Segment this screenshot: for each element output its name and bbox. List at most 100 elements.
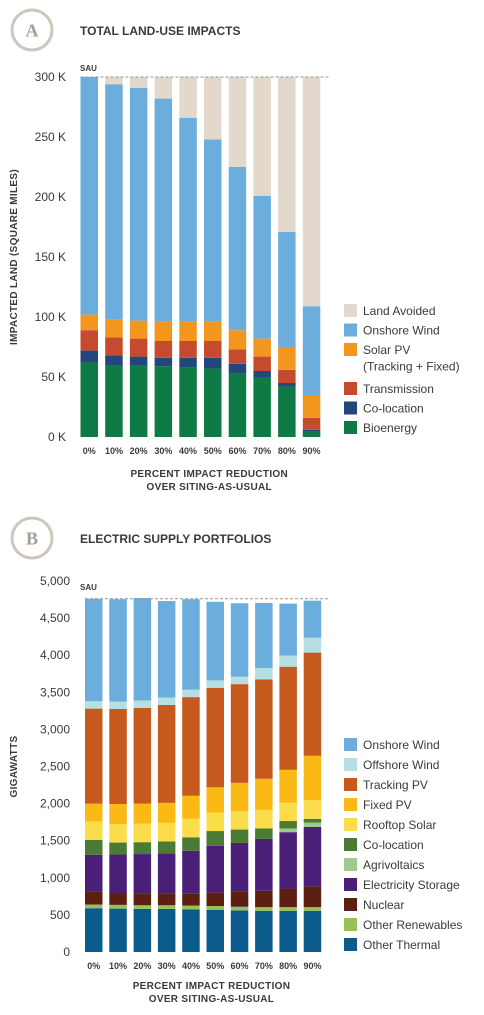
bar-segment-offshore-wind xyxy=(85,701,103,709)
bar-segment-tracking-pv xyxy=(109,708,127,804)
x-axis-title: PERCENT IMPACT REDUCTION xyxy=(133,981,291,992)
bar-segment-co-location xyxy=(279,821,297,829)
bar-segment-other-renewables xyxy=(85,904,103,909)
bar-segment-offshore-wind xyxy=(279,655,297,667)
x-tick-label: 80% xyxy=(278,446,296,456)
x-tick-label: 90% xyxy=(303,961,321,971)
bar-segment-other-thermal xyxy=(255,910,273,952)
x-tick-label: 60% xyxy=(231,961,249,971)
bar-segment-bioenergy xyxy=(253,377,271,437)
y-tick-label: 300 K xyxy=(35,70,66,84)
bar-segment-other-thermal xyxy=(133,908,152,952)
bar-segment-land-avoided xyxy=(105,77,123,85)
bar-segment-fixed-pv xyxy=(255,778,273,810)
bar-segment-other-renewables xyxy=(255,907,273,911)
legend-swatch-onshore-wind xyxy=(344,323,357,337)
bar-segment-electricity-storage xyxy=(85,854,103,892)
x-axis-title: OVER SITING-AS-USUAL xyxy=(149,994,274,1005)
bar-segment-fixed-pv xyxy=(157,802,176,823)
legend-label: Transmission xyxy=(363,382,434,396)
bar-segment-onshore-wind xyxy=(230,603,249,677)
bar-segment-onshore-wind xyxy=(206,601,224,681)
bar-segment-co-location xyxy=(206,831,224,846)
bar-segment-onshore-wind xyxy=(279,603,297,656)
bar-segment-electricity-storage xyxy=(279,832,297,889)
legend-label: Solar PV xyxy=(363,343,410,357)
bar-segment-fixed-pv xyxy=(279,769,297,803)
y-tick-label: 150 K xyxy=(35,250,66,264)
bar-segment-electricity-storage xyxy=(230,842,249,892)
panel-a-header: A TOTAL LAND-USE IMPACTS xyxy=(10,8,240,52)
x-tick-label: 30% xyxy=(154,446,172,456)
bar-segment-land-avoided xyxy=(129,77,148,88)
bar-segment-fixed-pv xyxy=(206,787,224,813)
bar-segment-onshore-wind xyxy=(253,195,271,339)
y-tick-label: 5,000 xyxy=(40,574,70,588)
bar-segment-transmission xyxy=(302,417,321,430)
legend-label: Rooftop Solar xyxy=(363,818,436,832)
x-tick-label: 40% xyxy=(179,446,197,456)
legend-label: Co-location xyxy=(363,838,424,852)
bar-segment-co-location xyxy=(302,429,321,431)
legend-swatch-electricity-storage xyxy=(344,878,357,891)
sau-label: SAU xyxy=(80,583,97,592)
bar-segment-rooftop-solar xyxy=(255,809,273,829)
y-tick-label: 4,000 xyxy=(40,648,70,662)
panel-b-badge xyxy=(10,516,54,560)
bar-segment-bioenergy xyxy=(302,431,321,437)
bar-segment-nuclear xyxy=(206,892,224,906)
legend-swatch-rooftop-solar xyxy=(344,818,357,831)
bar-segment-agrivoltaics xyxy=(279,828,297,833)
bar-segment-onshore-wind xyxy=(154,98,173,322)
bar-segment-solar-pv xyxy=(129,320,148,339)
bar-segment-solar-pv xyxy=(253,338,271,357)
bar-segment-transmission xyxy=(204,341,222,358)
bar-segment-transmission xyxy=(154,341,173,358)
legend-label: Land Avoided xyxy=(363,304,436,318)
chart-panel-b: 0 500 1,000 1,500 2,000 2,500 3,000 3,500 4,000 4… xyxy=(9,574,462,1005)
chart-panel-a: 0 K 50 K 100 K 150 K 200 K 250 K 300 K IMPACTED… xyxy=(9,64,460,493)
bar-segment-onshore-wind xyxy=(85,598,103,702)
bar-segment-bioenergy xyxy=(278,386,296,437)
bar-segment-onshore-wind xyxy=(302,306,321,395)
bar-segment-co-location xyxy=(255,828,273,839)
bar-segment-nuclear xyxy=(255,890,273,908)
bar-segment-electricity-storage xyxy=(182,850,200,894)
bar-segment-other-renewables xyxy=(157,905,176,909)
bar-segment-nuclear xyxy=(133,893,152,906)
x-axis-title: PERCENT IMPACT REDUCTION xyxy=(130,469,288,480)
bar-segment-tracking-pv xyxy=(230,684,249,783)
legend-label: Other Thermal xyxy=(363,938,440,952)
bar-segment-transmission xyxy=(228,349,247,364)
y-tick-label: 0 K xyxy=(48,430,66,444)
bar-segment-other-thermal xyxy=(230,910,249,952)
bar-segment-other-thermal xyxy=(157,908,176,952)
bar-segment-onshore-wind xyxy=(255,602,273,669)
bar-segment-electricity-storage xyxy=(109,854,127,894)
y-tick-label: 100 K xyxy=(35,310,66,324)
bar-segment-rooftop-solar xyxy=(109,824,127,843)
x-tick-label: 80% xyxy=(279,961,297,971)
legend-label-line2: (Tracking + Fixed) xyxy=(363,360,460,374)
x-tick-label: 70% xyxy=(253,446,271,456)
panel-b-badge-label: B xyxy=(26,529,38,549)
bar-segment-nuclear xyxy=(303,886,322,908)
panel-a-badge xyxy=(10,8,54,52)
legend-swatch-tracking-pv xyxy=(344,778,357,791)
bar-segment-other-thermal xyxy=(206,909,224,952)
x-tick-label: 0% xyxy=(83,446,96,456)
x-tick-label: 20% xyxy=(133,961,151,971)
bar-segment-co-location xyxy=(129,356,148,365)
bar-segment-offshore-wind xyxy=(133,700,152,708)
x-tick-label: 70% xyxy=(255,961,273,971)
bar-segment-other-renewables xyxy=(133,905,152,909)
legend-swatch-co-location xyxy=(344,838,357,851)
bar-segment-fixed-pv xyxy=(85,803,103,822)
bar-segment-onshore-wind xyxy=(133,598,152,701)
bar-segment-solar-pv xyxy=(80,314,98,331)
bar-segment-co-location xyxy=(228,363,247,374)
bar-segment-nuclear xyxy=(279,888,297,908)
bar-segment-bioenergy xyxy=(80,362,98,437)
bar-segment-nuclear xyxy=(85,891,103,905)
x-tick-label: 40% xyxy=(182,961,200,971)
